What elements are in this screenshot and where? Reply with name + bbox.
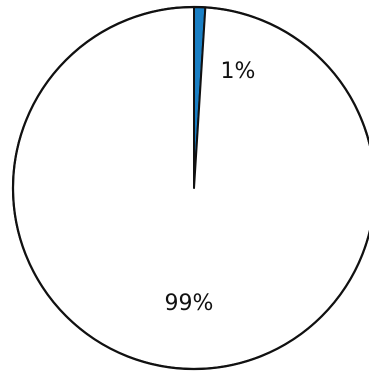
pie-outline xyxy=(11,5,369,371)
pie-slice-label-1: 99% xyxy=(165,291,214,316)
pie-slice-label-0: 1% xyxy=(221,59,256,84)
pie-labels: 1% 99% xyxy=(165,59,256,316)
